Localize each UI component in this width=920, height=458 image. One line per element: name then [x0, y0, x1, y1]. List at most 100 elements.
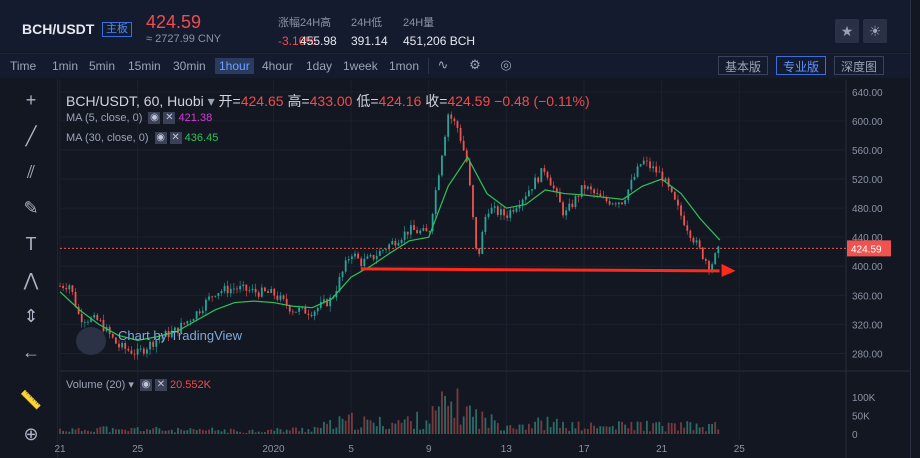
timeframe-5min[interactable]: 5min [89, 59, 116, 73]
volume-bar [276, 428, 279, 434]
pattern-icon[interactable]: ⋀ [23, 270, 39, 290]
volume-bar [180, 429, 183, 434]
candle-body [313, 311, 316, 317]
volume-bar [121, 429, 124, 434]
volume-bar [378, 416, 381, 434]
mode-pro-button[interactable]: 专业版 [776, 56, 827, 75]
volume-bar [698, 427, 701, 434]
stat-change: 涨幅 -3.16% [278, 14, 316, 48]
star-icon[interactable]: ★ [835, 19, 859, 43]
close-icon[interactable]: ✕ [169, 132, 182, 145]
candle-body [211, 296, 214, 298]
volume-bar [335, 427, 338, 434]
candle-body [378, 250, 381, 256]
candle-body [611, 203, 614, 205]
candle-body [276, 295, 279, 300]
indicator-icon[interactable]: ∿ [437, 57, 449, 72]
timeframe-4hour[interactable]: 4hour [262, 59, 293, 73]
watermark: Chart by TradingView [118, 328, 243, 343]
candle-body [614, 203, 617, 205]
timeframe-1week[interactable]: 1week [343, 59, 378, 73]
timeframe-30min[interactable]: 30min [173, 59, 206, 73]
timeframe-1day[interactable]: 1day [306, 59, 333, 73]
timeframe-15min[interactable]: 15min [128, 59, 161, 73]
board-badge: 主板 [102, 22, 132, 37]
candle-body [406, 231, 409, 235]
candle-body [515, 208, 518, 212]
candle-body [509, 210, 512, 218]
candle-body [527, 190, 530, 197]
timeframe-1hour[interactable]: 1hour [215, 58, 254, 74]
ruler-icon[interactable]: 📏 [19, 390, 43, 410]
eye-icon[interactable]: ◉ [148, 112, 161, 125]
candle-body [639, 164, 642, 167]
crosshair-icon[interactable]: + [25, 90, 37, 110]
candle-body [347, 259, 350, 261]
close-icon[interactable]: ✕ [154, 379, 167, 392]
candle-body [565, 210, 568, 216]
volume-bar [329, 419, 332, 434]
ma30-label[interactable]: MA (30, close, 0) [66, 132, 149, 144]
timeframe-time[interactable]: Time [10, 59, 37, 73]
measure-icon[interactable]: ⇕ [23, 306, 39, 326]
volume-bar [310, 431, 313, 434]
zoom-in-icon[interactable]: ⊕ [23, 424, 39, 444]
volume-bar [673, 423, 676, 434]
volume-bar [80, 431, 83, 434]
volume-bar [605, 426, 608, 434]
legend-symbol[interactable]: BCH/USDT, 60, Huobi [66, 93, 204, 109]
volume-bar [649, 431, 651, 434]
timeframe-1mon[interactable]: 1mon [389, 59, 420, 73]
volume-bar [593, 425, 595, 434]
candle-body [170, 330, 173, 338]
settings-icon[interactable]: ⚙ [469, 57, 481, 72]
candle-body [93, 314, 96, 318]
volume-bar [279, 429, 282, 434]
volume-bar [245, 432, 248, 434]
eye-icon[interactable]: ◉ [154, 132, 167, 145]
volume-bar [149, 429, 151, 434]
volume-bar [282, 431, 285, 434]
trend-line-icon[interactable]: ╱ [25, 126, 37, 146]
volume-bar [661, 425, 664, 434]
change-value: −0.48 (−0.11%) [494, 93, 590, 109]
fib-icon[interactable]: ⫽ [26, 162, 36, 182]
ma5-label[interactable]: MA (5, close, 0) [66, 112, 143, 124]
volume-bar [496, 422, 499, 434]
candle-body [264, 287, 266, 292]
pair-name[interactable]: BCH/USDT [22, 21, 95, 37]
volume-bar [397, 420, 400, 434]
candle-body [649, 161, 651, 169]
volume-bar [580, 430, 583, 434]
candle-body [354, 253, 356, 257]
volume-label[interactable]: Volume (20) [66, 379, 126, 391]
eye-icon[interactable]: ◉ [139, 379, 152, 392]
volume-bar [164, 430, 167, 434]
candle-body [242, 284, 245, 287]
candle-body [223, 285, 226, 292]
candle-body [257, 292, 260, 297]
volume-bar [295, 427, 297, 434]
text-icon[interactable]: T [25, 234, 37, 254]
screenshot-icon[interactable]: ◎ [500, 57, 512, 72]
volume-bar [62, 430, 65, 434]
candle-body [403, 231, 406, 240]
theme-toggle-icon[interactable]: ☀ [863, 19, 887, 43]
close-icon[interactable]: ✕ [163, 112, 176, 125]
volume-bar [450, 401, 453, 434]
timeframe-1min[interactable]: 1min [52, 59, 79, 73]
volume-bar [624, 424, 627, 434]
volume-bar [419, 429, 422, 434]
brush-icon[interactable]: ✎ [23, 198, 39, 218]
volume-bar [130, 427, 133, 434]
candle-body [487, 213, 490, 217]
volume-bar [366, 419, 369, 434]
candle-body [208, 296, 210, 300]
back-arrow-icon[interactable]: ← [22, 342, 40, 362]
mode-basic-button[interactable]: 基本版 [718, 56, 769, 75]
candle-body [472, 185, 474, 218]
volume-bar [565, 428, 568, 434]
mode-depth-button[interactable]: 深度图 [834, 56, 885, 75]
volume-bar [552, 422, 555, 434]
